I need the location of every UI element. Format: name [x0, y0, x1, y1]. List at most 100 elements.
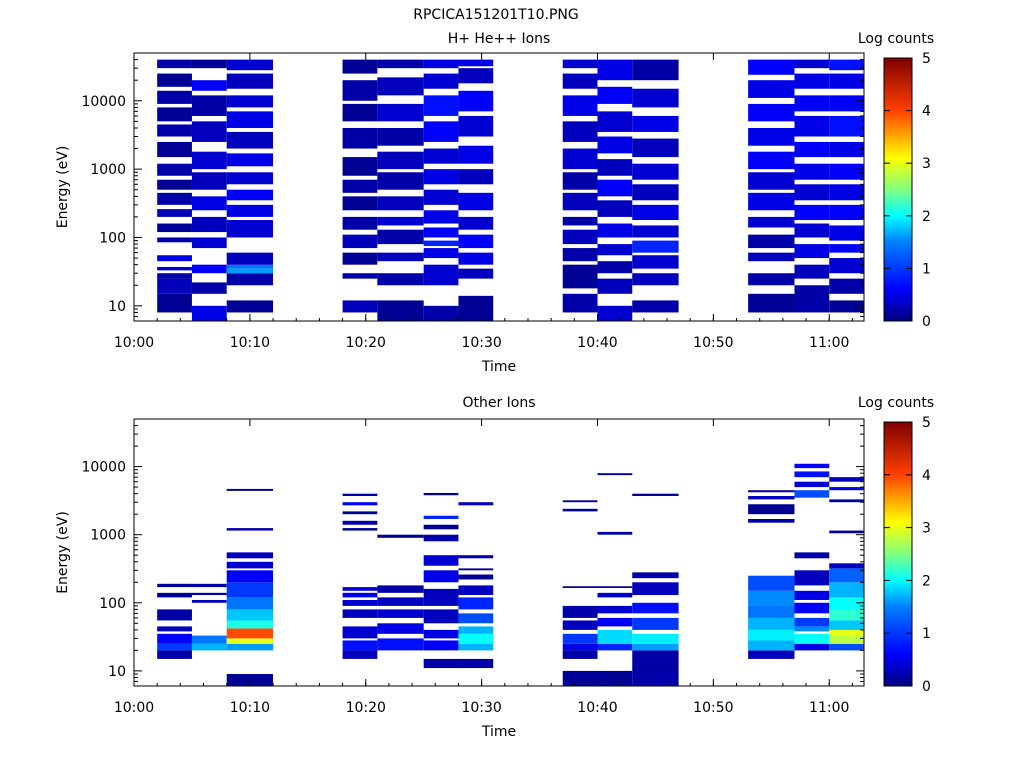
heatmap-cell [829, 300, 864, 313]
heatmap-cell [226, 570, 274, 583]
heatmap-cell [423, 570, 459, 583]
heatmap-cell [597, 200, 633, 217]
heatmap-cell [794, 626, 830, 632]
heatmap-cell [458, 502, 494, 506]
heatmap-cell [562, 229, 598, 245]
heatmap-cell [191, 121, 227, 142]
heatmap-cell [829, 73, 864, 89]
heatmap-cell [157, 592, 192, 598]
heatmap-cell [342, 502, 378, 506]
x-tick-label: 10:40 [577, 700, 617, 716]
heatmap-cell [562, 650, 598, 659]
heatmap-cell [794, 264, 830, 279]
heatmap-cell [458, 68, 494, 84]
heatmap-cell [377, 585, 424, 593]
heatmap-cell [597, 111, 633, 132]
heatmap-cell [597, 617, 633, 627]
heatmap-cell [829, 643, 864, 651]
heatmap-cell [423, 555, 459, 566]
heatmap-cell [829, 95, 864, 112]
heatmap-cell [342, 127, 378, 149]
heatmap-cell [562, 73, 598, 89]
heatmap-cell [562, 148, 598, 170]
colorbar-tick-label: 3 [922, 156, 931, 172]
heatmap-cell [377, 103, 424, 122]
heatmap-cell [423, 588, 459, 606]
heatmap-cell [157, 633, 192, 644]
heatmap-cell [226, 300, 274, 313]
x-tick-label: 10:10 [230, 335, 270, 351]
heatmap-cell [458, 555, 494, 559]
heatmap-cell [597, 629, 633, 644]
heatmap-cell [157, 192, 192, 205]
heatmap-cell [748, 234, 795, 249]
heatmap-cell [157, 73, 192, 87]
heatmap-cell [562, 264, 598, 289]
x-tick-label: 10:30 [461, 335, 501, 351]
heatmap-cell [458, 643, 494, 651]
heatmap-cell [632, 300, 679, 313]
heatmap-cell [748, 640, 795, 651]
heatmap-cell [157, 107, 192, 122]
x-tick-label: 10:00 [114, 700, 154, 716]
x-tick-label: 11:00 [809, 700, 849, 716]
heatmap-cell [342, 59, 378, 74]
colorbar-tick-label: 2 [922, 573, 931, 589]
heatmap-cell [562, 633, 598, 644]
heatmap-cell [597, 278, 633, 294]
y-tick-label: 10000 [81, 460, 126, 476]
heatmap-cell [191, 172, 227, 190]
heatmap-cell [748, 59, 795, 75]
heatmap-cell [342, 626, 378, 639]
heatmap-cell [226, 131, 274, 149]
heatmap-cell [226, 273, 274, 286]
heatmap-cell [562, 620, 598, 630]
y-tick-label: 1000 [90, 528, 126, 544]
heatmap-cell [458, 626, 494, 634]
heatmap-cell [423, 169, 459, 185]
heatmap-cell [423, 148, 459, 164]
heatmap-cell [226, 172, 274, 185]
heatmap-cell [632, 184, 679, 201]
heatmap-cell [458, 192, 494, 211]
heatmap-cell [342, 216, 378, 230]
heatmap-cell [342, 157, 378, 176]
heatmap-cell [829, 141, 864, 158]
heatmap-cell [191, 59, 227, 69]
heatmap-cell [342, 587, 378, 591]
heatmap-cell [632, 643, 679, 651]
heatmap-cell [157, 163, 192, 176]
x-tick-label: 10:10 [230, 700, 270, 716]
heatmap-cell [191, 237, 227, 249]
heatmap-cell [794, 141, 830, 158]
heatmap-cell [632, 138, 679, 158]
heatmap-cell [342, 273, 378, 279]
heatmap-cell [226, 582, 274, 598]
heatmap-cell [562, 293, 598, 313]
heatmap-cell [423, 189, 459, 205]
heatmap-cell [458, 216, 494, 230]
colorbar [883, 421, 913, 687]
heatmap-cell [562, 248, 598, 262]
heatmap-cell [191, 282, 227, 294]
heatmap-cell [342, 80, 378, 101]
heatmap-cell [342, 196, 378, 211]
heatmap-cell [748, 629, 795, 641]
colorbar-tick-label: 4 [922, 104, 931, 120]
heatmap-cell [342, 640, 378, 651]
heatmap-cell [226, 95, 274, 108]
heatmap-cell [829, 163, 864, 180]
heatmap-cell [458, 633, 494, 644]
heatmap-cell [597, 605, 633, 614]
heatmap-cell [794, 463, 830, 469]
heatmap-cell [597, 136, 633, 154]
heatmap-cell [377, 273, 424, 286]
heatmap-cell [794, 223, 830, 238]
heatmap-cell [829, 184, 864, 201]
heatmap-cell [829, 568, 864, 583]
colorbar-tick-label: 4 [922, 468, 931, 484]
heatmap-cell [562, 59, 598, 69]
heatmap-cell [458, 169, 494, 185]
heatmap-cell [748, 293, 795, 313]
